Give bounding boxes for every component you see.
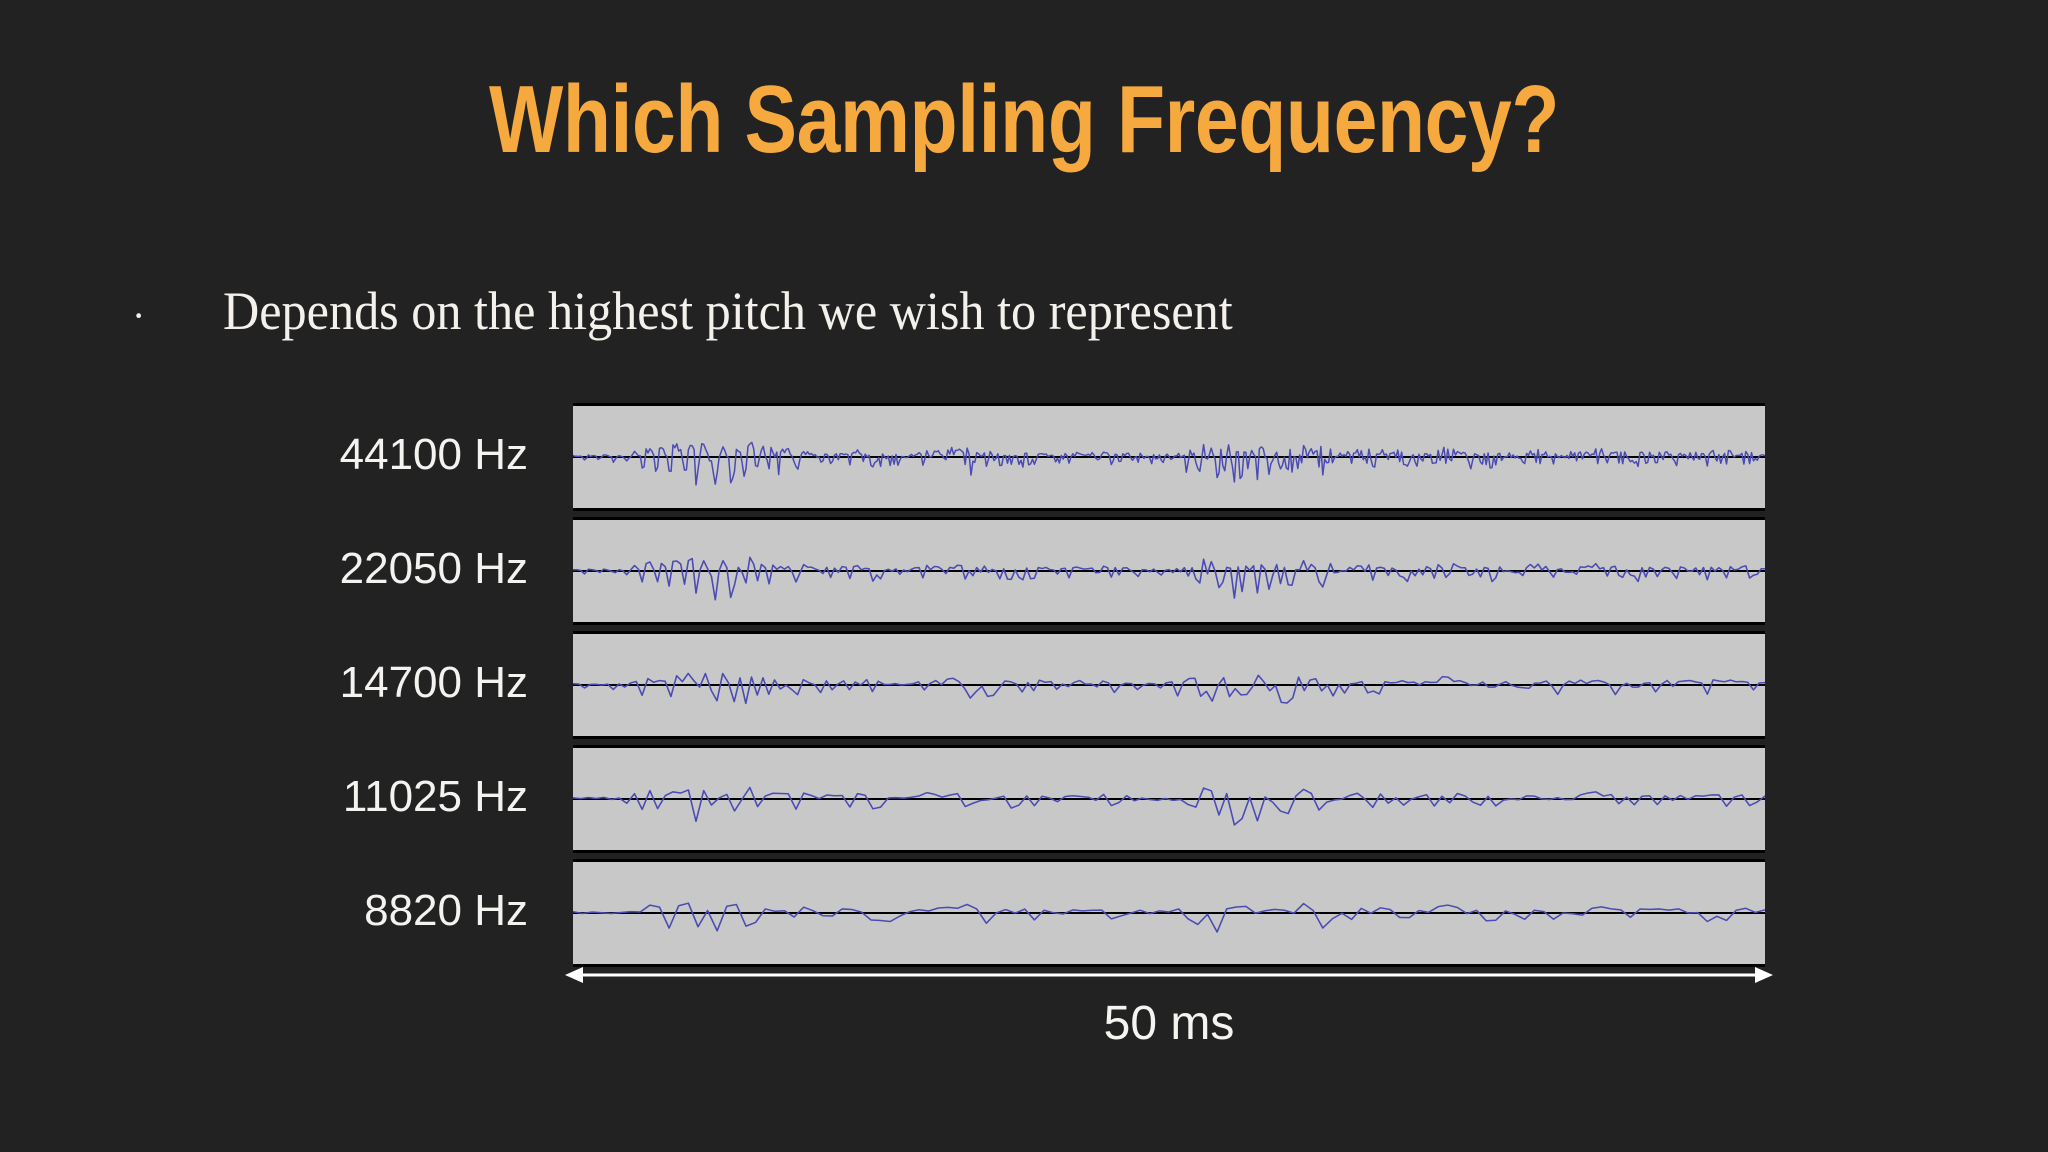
sample-rate-label-14700: 14700 Hz: [339, 658, 528, 707]
waveform-trace: [573, 441, 1765, 486]
sample-rate-label-11025: 11025 Hz: [342, 772, 528, 821]
waveform-panel-8820: [573, 859, 1765, 967]
waveform-panel-44100: [573, 403, 1765, 511]
double-headed-arrow-icon: [565, 967, 1773, 983]
waveform-panel-14700: [573, 631, 1765, 739]
page-title: Which Sampling Frequency?: [488, 66, 1560, 173]
waveform-trace: [573, 902, 1765, 933]
sample-rate-label-22050: 22050 Hz: [339, 544, 528, 593]
time-span-caption: 50 ms: [1103, 997, 1235, 1050]
bullet-item: · Depends on the highest pitch we wish t…: [132, 281, 1271, 341]
bullet-item-label: Depends on the highest pitch we wish to …: [223, 281, 1234, 341]
sample-rate-label-44100: 44100 Hz: [339, 430, 528, 479]
waveform-trace: [573, 672, 1765, 705]
bullet-marker-icon: ·: [132, 293, 146, 338]
waveform-panel-11025: [573, 745, 1765, 853]
waveform-panel-22050: [573, 517, 1765, 625]
waveform-trace: [573, 786, 1765, 826]
waveform-trace: [573, 556, 1765, 601]
sample-rate-label-8820: 8820 Hz: [364, 886, 528, 935]
